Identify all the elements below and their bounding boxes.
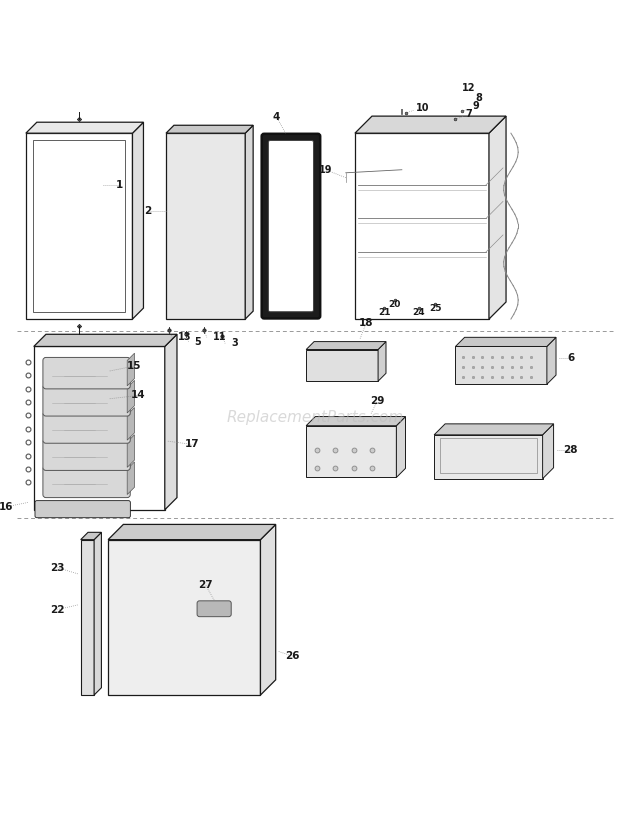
Polygon shape — [108, 524, 276, 540]
Text: 11: 11 — [213, 332, 226, 342]
Polygon shape — [127, 435, 135, 467]
Text: 23: 23 — [50, 562, 64, 572]
Polygon shape — [434, 424, 554, 435]
Polygon shape — [246, 125, 253, 319]
Text: 2: 2 — [144, 206, 151, 216]
Text: 28: 28 — [564, 445, 578, 455]
Polygon shape — [355, 116, 506, 133]
Text: 20: 20 — [388, 300, 401, 308]
Text: 24: 24 — [412, 308, 425, 318]
Text: 12: 12 — [462, 84, 476, 93]
Text: 18: 18 — [359, 318, 373, 328]
Polygon shape — [489, 116, 506, 319]
Text: 27: 27 — [198, 580, 213, 590]
FancyBboxPatch shape — [43, 412, 130, 443]
Polygon shape — [133, 122, 143, 319]
Text: 4: 4 — [273, 112, 280, 122]
FancyBboxPatch shape — [43, 439, 130, 471]
Text: 17: 17 — [185, 439, 200, 449]
Polygon shape — [542, 424, 554, 479]
Text: 10: 10 — [416, 103, 430, 113]
Polygon shape — [81, 533, 102, 540]
Text: 7: 7 — [466, 109, 472, 119]
FancyBboxPatch shape — [268, 141, 314, 312]
FancyBboxPatch shape — [43, 466, 130, 498]
Polygon shape — [127, 380, 135, 413]
Text: 6: 6 — [568, 353, 575, 363]
Polygon shape — [33, 347, 165, 509]
Polygon shape — [306, 342, 386, 350]
Polygon shape — [127, 353, 135, 386]
Polygon shape — [26, 133, 133, 319]
FancyBboxPatch shape — [43, 385, 130, 416]
FancyBboxPatch shape — [262, 134, 320, 318]
FancyBboxPatch shape — [197, 601, 231, 617]
Text: 14: 14 — [131, 390, 146, 400]
Polygon shape — [355, 133, 489, 319]
Text: 19: 19 — [319, 165, 332, 174]
Polygon shape — [306, 350, 378, 381]
Bar — [33, 141, 125, 312]
Polygon shape — [94, 533, 102, 695]
Polygon shape — [306, 426, 396, 477]
Text: 9: 9 — [472, 102, 479, 112]
Polygon shape — [26, 122, 143, 133]
Polygon shape — [165, 334, 177, 509]
Text: 5: 5 — [195, 337, 202, 347]
Text: 13: 13 — [178, 332, 192, 342]
Polygon shape — [396, 417, 405, 477]
Polygon shape — [127, 408, 135, 440]
Polygon shape — [81, 540, 94, 695]
Text: 22: 22 — [50, 605, 64, 614]
Polygon shape — [456, 337, 556, 347]
Polygon shape — [33, 334, 177, 347]
Polygon shape — [166, 133, 246, 319]
Text: 1: 1 — [116, 180, 123, 190]
Text: 15: 15 — [127, 361, 141, 371]
Text: 8: 8 — [475, 93, 482, 103]
Bar — [458, 98, 474, 106]
Polygon shape — [306, 417, 405, 426]
Text: 16: 16 — [0, 502, 14, 512]
Polygon shape — [166, 125, 253, 133]
Text: 25: 25 — [429, 304, 441, 313]
Text: 26: 26 — [285, 651, 300, 662]
Polygon shape — [108, 540, 260, 695]
Text: 21: 21 — [378, 308, 391, 318]
FancyBboxPatch shape — [43, 357, 130, 389]
Polygon shape — [456, 347, 547, 385]
Polygon shape — [378, 342, 386, 381]
Text: 29: 29 — [370, 396, 384, 406]
Text: ReplacementParts.com: ReplacementParts.com — [227, 409, 404, 424]
FancyBboxPatch shape — [35, 500, 130, 518]
Text: 3: 3 — [231, 338, 238, 348]
Bar — [440, 437, 536, 472]
Polygon shape — [127, 462, 135, 495]
Polygon shape — [260, 524, 276, 695]
Polygon shape — [547, 337, 556, 385]
Polygon shape — [434, 435, 542, 479]
